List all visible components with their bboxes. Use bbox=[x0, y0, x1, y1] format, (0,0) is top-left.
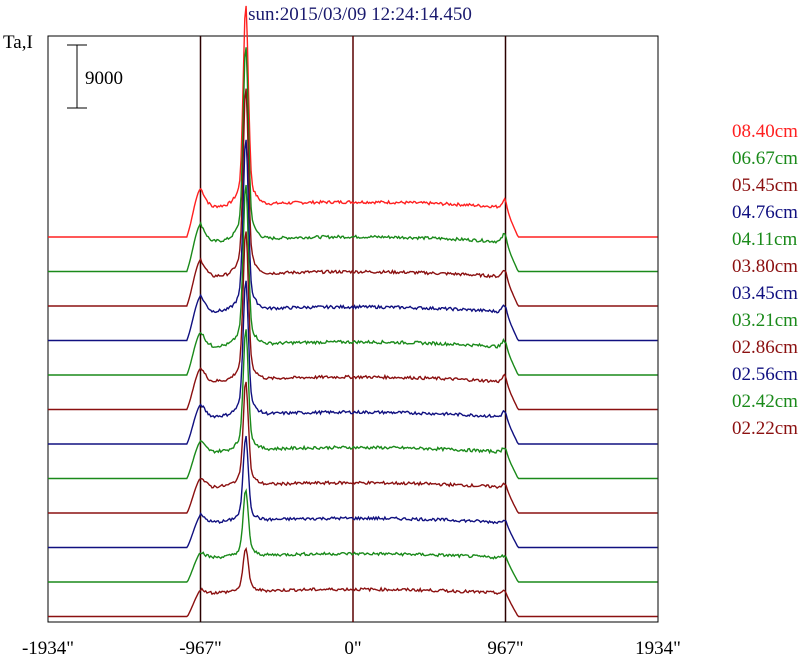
x-tick-labels: -1934" -967" 0" 967" 1934" bbox=[22, 638, 681, 659]
series-line bbox=[48, 488, 658, 583]
legend: 08.40cm 06.67cm 05.45cm 04.76cm 04.11cm 03.80… bbox=[732, 118, 798, 442]
scale-bar: 9000 bbox=[67, 44, 123, 109]
legend-item: 04.76cm bbox=[732, 202, 798, 223]
series-line bbox=[48, 546, 658, 618]
scale-bar-label: 9000 bbox=[85, 68, 123, 89]
legend-item: 06.67cm bbox=[732, 148, 798, 169]
legend-item: 02.86cm bbox=[732, 337, 798, 358]
legend-item: 04.11cm bbox=[732, 229, 798, 250]
legend-item: 08.40cm bbox=[732, 121, 798, 142]
legend-item: 02.42cm bbox=[732, 391, 798, 412]
series-line bbox=[48, 280, 658, 445]
y-axis-label: Ta,I bbox=[3, 32, 33, 53]
legend-item: 03.21cm bbox=[732, 310, 798, 331]
series-line bbox=[48, 381, 658, 514]
series-line bbox=[48, 47, 658, 273]
series-line bbox=[48, 5, 658, 238]
x-tick-label: -967" bbox=[179, 638, 222, 659]
x-tick-label: 1934" bbox=[635, 638, 681, 659]
series-line bbox=[48, 88, 658, 307]
series-line bbox=[48, 329, 658, 480]
series-line bbox=[48, 231, 658, 411]
series-line bbox=[48, 184, 658, 376]
vertical-reference-lines bbox=[199, 36, 507, 622]
x-tick-label: 967" bbox=[487, 638, 523, 659]
legend-item: 02.56cm bbox=[732, 364, 798, 385]
x-tick-label: 0" bbox=[344, 638, 361, 659]
x-tick-label: -1934" bbox=[22, 638, 74, 659]
legend-item: 05.45cm bbox=[732, 175, 798, 196]
legend-item: 02.22cm bbox=[732, 418, 798, 439]
series-group bbox=[48, 5, 658, 618]
series-line bbox=[48, 435, 658, 549]
legend-item: 03.80cm bbox=[732, 256, 798, 277]
legend-item: 03.45cm bbox=[732, 283, 798, 304]
series-line bbox=[48, 139, 658, 342]
chart-title: sun:2015/03/09 12:24:14.450 bbox=[248, 4, 472, 25]
